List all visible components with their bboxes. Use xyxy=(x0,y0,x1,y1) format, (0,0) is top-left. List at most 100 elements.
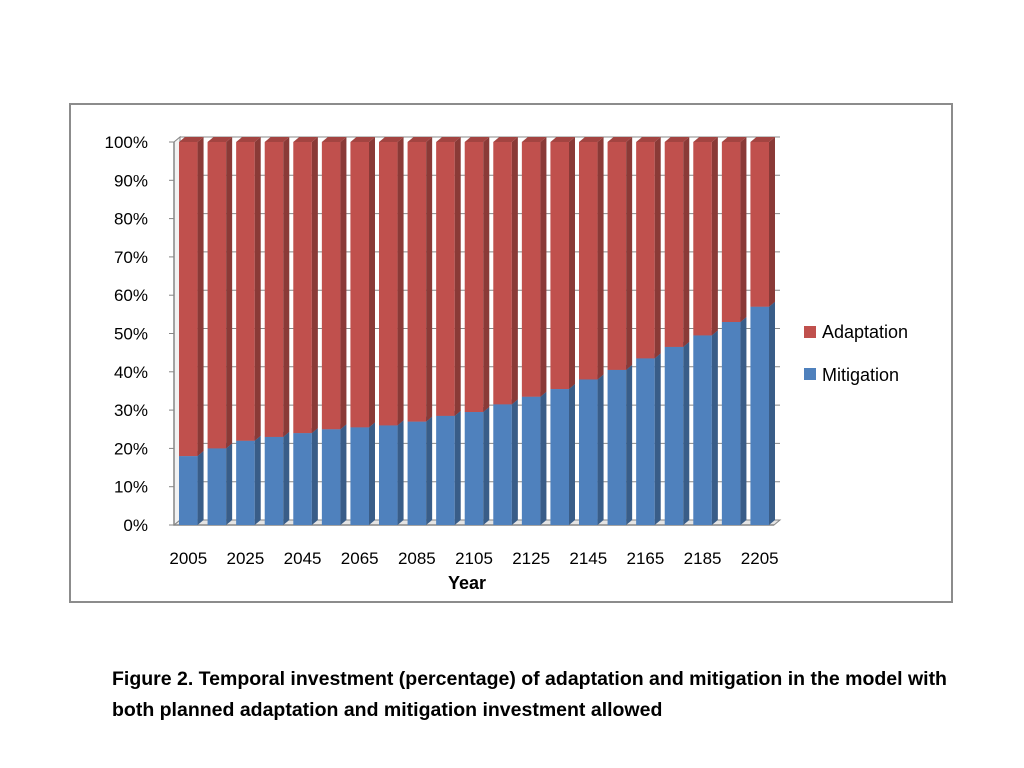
bar-front xyxy=(664,346,684,525)
bar-front xyxy=(207,448,227,525)
bar-front xyxy=(464,142,484,413)
bar-top xyxy=(379,137,404,142)
bar-side xyxy=(397,420,404,525)
bar-top xyxy=(721,137,747,142)
bar-side xyxy=(197,137,204,457)
bar-mitigation xyxy=(179,451,204,525)
bar-adaptation xyxy=(607,137,633,370)
bar-side xyxy=(683,137,690,347)
bar-front xyxy=(293,142,312,434)
bar-top xyxy=(350,137,375,142)
bar-adaptation xyxy=(179,137,204,457)
bar-mitigation xyxy=(636,353,661,525)
bar-adaptation xyxy=(521,137,547,397)
bar-side xyxy=(254,435,261,525)
legend-swatch-adaptation xyxy=(804,326,816,338)
bar-mitigation xyxy=(236,435,261,525)
y-tick-label: 60% xyxy=(114,286,148,305)
bar-front xyxy=(607,369,627,525)
bar-front xyxy=(264,142,284,437)
bar-top xyxy=(521,137,547,142)
bar-front xyxy=(179,456,198,525)
bar-mitigation xyxy=(379,420,404,525)
bar-adaptation xyxy=(464,137,490,413)
x-tick-label: 2145 xyxy=(569,549,607,568)
y-tick-labels: 0% 10% 20% 30% 40% 50% 60% 70% 80% 90% 100% xyxy=(105,133,148,535)
bar-side xyxy=(226,137,233,449)
bar-side xyxy=(226,443,233,525)
bar-top xyxy=(636,137,661,142)
bar-top xyxy=(464,137,490,142)
x-tick-label: 2045 xyxy=(284,549,322,568)
bar-mitigation xyxy=(664,341,690,525)
bar-front xyxy=(521,396,541,525)
y-tick-label: 90% xyxy=(114,171,148,190)
bar-side xyxy=(483,137,490,413)
bar-adaptation xyxy=(407,137,433,422)
bar-side xyxy=(569,137,575,390)
bar-front xyxy=(693,335,712,525)
legend-swatch-mitigation xyxy=(804,368,816,380)
bar-top xyxy=(493,137,518,142)
bar-front xyxy=(550,142,569,390)
x-tick-label: 2205 xyxy=(741,549,779,568)
bar-front xyxy=(721,322,741,525)
bar-top xyxy=(321,137,347,142)
bar-front xyxy=(236,440,255,525)
bar-side xyxy=(511,399,518,525)
legend-label-mitigation: Mitigation xyxy=(822,365,899,385)
figure-caption: Figure 2. Temporal investment (percentag… xyxy=(112,668,947,721)
bar-adaptation xyxy=(350,137,375,428)
y-tick-label: 80% xyxy=(114,210,148,229)
y-tick-label: 70% xyxy=(114,248,148,267)
legend: Adaptation Mitigation xyxy=(804,322,908,385)
bar-mitigation xyxy=(350,422,375,525)
bar-top xyxy=(436,137,461,142)
bar-side xyxy=(626,137,633,370)
bar-front xyxy=(236,142,255,441)
y-tick-label: 50% xyxy=(114,325,148,344)
bar-mitigation xyxy=(321,424,347,525)
legend-label-adaptation: Adaptation xyxy=(822,322,908,342)
bar-front xyxy=(321,142,341,430)
bar-top xyxy=(579,137,604,142)
bar-side xyxy=(626,364,633,525)
bar-adaptation xyxy=(550,137,575,390)
bar-side xyxy=(711,330,718,525)
bar-mitigation xyxy=(464,407,490,525)
y-tick-label: 20% xyxy=(114,439,148,458)
bar-side xyxy=(740,137,747,323)
bar-side xyxy=(511,137,518,405)
x-tick-label: 2165 xyxy=(627,549,665,568)
bar-side xyxy=(654,137,661,359)
chart-frame: 0% 10% 20% 30% 40% 50% 60% 70% 80% 90% 100% 2005 20… xyxy=(69,103,953,603)
bar-front xyxy=(750,306,769,525)
bar-adaptation xyxy=(379,137,404,426)
bar-side xyxy=(711,137,718,336)
bar-adaptation xyxy=(493,137,518,405)
bar-mitigation xyxy=(436,410,461,525)
bar-front xyxy=(407,142,427,422)
y-tick-label: 100% xyxy=(105,133,148,152)
bar-front xyxy=(579,142,598,380)
x-tick-label: 2025 xyxy=(227,549,265,568)
bar-side xyxy=(340,137,347,430)
y-tick-label: 30% xyxy=(114,401,148,420)
bar-mitigation xyxy=(264,431,290,525)
bar-mitigation xyxy=(607,364,633,525)
bar-adaptation xyxy=(693,137,718,336)
bar-top xyxy=(207,137,233,142)
bar-front xyxy=(207,142,227,449)
bar-side xyxy=(311,137,318,434)
bar-mitigation xyxy=(407,416,433,525)
bar-front xyxy=(636,142,655,359)
bar-top xyxy=(179,137,204,142)
bar-top xyxy=(236,137,261,142)
bar-side xyxy=(426,137,433,422)
y-tick-label: 0% xyxy=(123,516,148,535)
bar-side xyxy=(769,137,775,307)
bar-side xyxy=(426,416,433,525)
bar-side xyxy=(654,353,661,525)
bar-side xyxy=(769,301,775,525)
bar-top xyxy=(407,137,433,142)
